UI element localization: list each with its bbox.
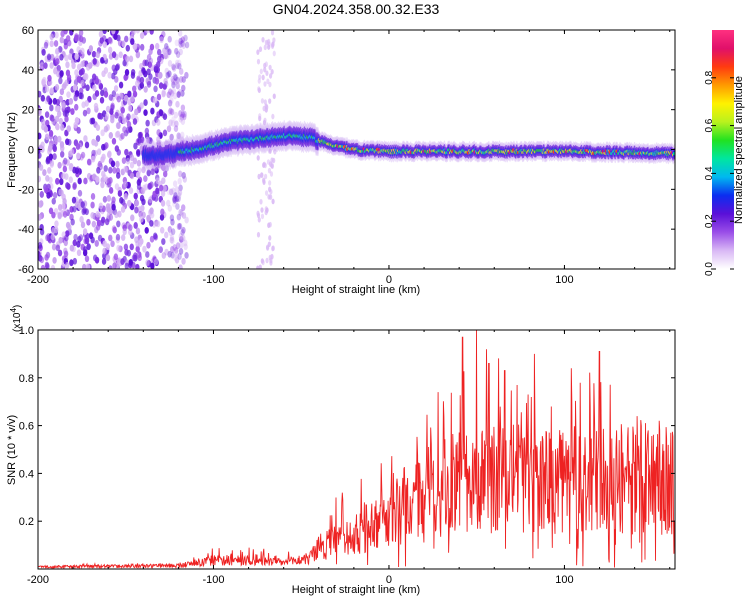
snr-multiplier: (x104) (9, 305, 23, 332)
snr-ytick-label: 0.4 (19, 468, 34, 480)
colorbar-tick-label: 0.8 (704, 70, 715, 84)
snr-ylabel: SNR (10 * v/v) (6, 415, 18, 485)
spectrogram-xtick-label: -200 (27, 274, 49, 286)
spectrogram-xtick-label: 100 (555, 274, 573, 286)
spectrogram-ytick-label: 40 (22, 65, 34, 77)
spectrogram-ytick-label: 60 (22, 25, 34, 37)
snr-plot: -200 -100 0 100 0.2 0.4 0.6 0.8 1.0 (19, 325, 676, 586)
snr-ytick-label: 1.0 (19, 325, 34, 337)
snr-ytick-label: 0.6 (19, 421, 34, 433)
spectrogram-xtick-label: -100 (202, 274, 224, 286)
colorbar-tick-label: 0.6 (704, 118, 715, 132)
snr-frame (37, 329, 676, 570)
spectrogram-ytick-label: 0 (28, 145, 34, 157)
spectrogram-xtick-label: 0 (386, 274, 392, 286)
snr-xtick-label: 0 (386, 574, 392, 586)
snr-xtick-label: -100 (202, 574, 224, 586)
colorbar-tick-label: 0.0 (704, 262, 715, 276)
snr-ytick-label: 0.2 (19, 516, 34, 528)
snr-series-line (38, 330, 675, 569)
snr-xtick-label: -200 (27, 574, 49, 586)
chart-title: GN04.2024.358.00.32.E33 (273, 1, 440, 17)
spectrogram-ytick-label: -20 (18, 184, 34, 196)
spectrogram-ytick-label: -60 (18, 264, 34, 276)
spectrogram-ylabel: Frequency (Hz) (6, 112, 18, 188)
colorbar: 0.0 0.2 0.4 0.6 0.8 (704, 30, 734, 276)
snr-xtick-label: 100 (555, 574, 573, 586)
snr-ytick-label: 0.8 (19, 373, 34, 385)
colorbar-label: Normalized spectral amplitude (733, 76, 745, 224)
colorbar-gradient (712, 30, 734, 269)
snr-xlabel: Height of straight line (km) (292, 584, 420, 596)
spectrogram-cells (38, 30, 675, 269)
spectrogram-ytick-label: 20 (22, 105, 34, 117)
spectrogram-xlabel: Height of straight line (km) (292, 284, 420, 296)
spectrogram-ytick-label: -40 (18, 224, 34, 236)
colorbar-tick-label: 0.4 (704, 166, 715, 180)
colorbar-tick-label: 0.2 (704, 214, 715, 228)
